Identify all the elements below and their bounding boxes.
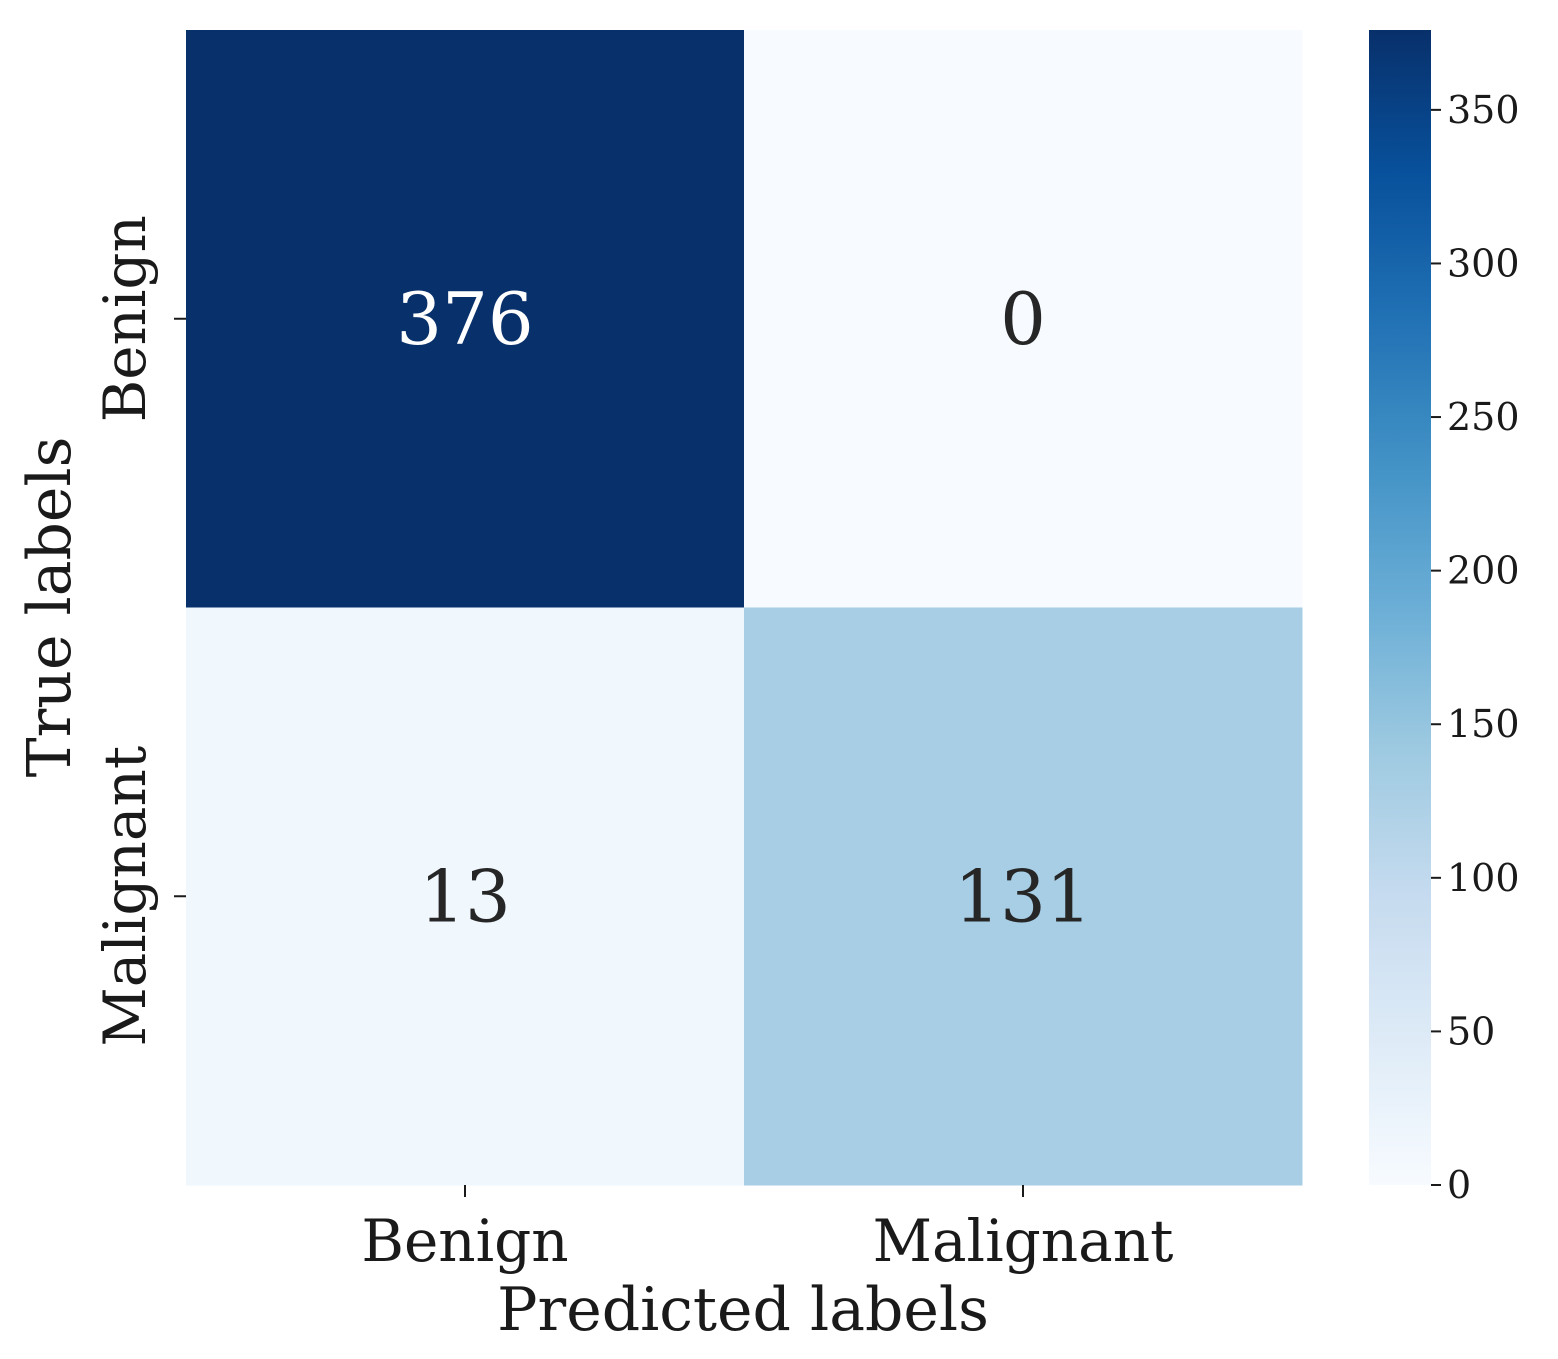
y-tick-label: Benign xyxy=(91,215,159,422)
heatmap-cell xyxy=(186,607,745,1186)
colorbar-tick-label: 50 xyxy=(1447,1009,1495,1053)
x-tick-label: Malignant xyxy=(873,1207,1174,1275)
heatmap-cell-labels: 376 0 13 131 xyxy=(396,277,1091,939)
colorbar-tick-label: 300 xyxy=(1447,241,1520,285)
y-axis-ticks: Benign Malignant xyxy=(91,215,186,1047)
colorbar-tick-label: 150 xyxy=(1447,702,1520,746)
x-tick-label: Benign xyxy=(361,1207,568,1275)
colorbar-ticks: 0 50 100 150 200 250 300 350 xyxy=(1431,88,1520,1207)
colorbar-gradient xyxy=(1369,30,1431,1185)
heatmap-cell-label: 13 xyxy=(419,854,511,938)
y-axis-label: True labels xyxy=(15,437,85,778)
colorbar-tick-label: 100 xyxy=(1447,856,1520,900)
heatmap-cells xyxy=(186,30,1303,1186)
colorbar-tick-label: 250 xyxy=(1447,395,1520,439)
x-axis-label: Predicted labels xyxy=(497,1275,989,1345)
colorbar-tick-label: 350 xyxy=(1447,88,1520,132)
y-tick-label: Malignant xyxy=(91,746,159,1047)
heatmap-cell-label: 0 xyxy=(1000,277,1046,361)
heatmap-cell-label: 376 xyxy=(396,277,533,361)
heatmap-cell-label: 131 xyxy=(954,854,1091,938)
heatmap-cell xyxy=(186,30,745,608)
heatmap-cell xyxy=(744,30,1303,608)
heatmap-cell xyxy=(744,607,1303,1186)
colorbar: 0 50 100 150 200 250 300 350 xyxy=(1369,30,1520,1207)
colorbar-tick-label: 0 xyxy=(1447,1163,1471,1207)
x-axis-ticks: Benign Malignant xyxy=(361,1185,1173,1275)
colorbar-tick-label: 200 xyxy=(1447,549,1520,593)
